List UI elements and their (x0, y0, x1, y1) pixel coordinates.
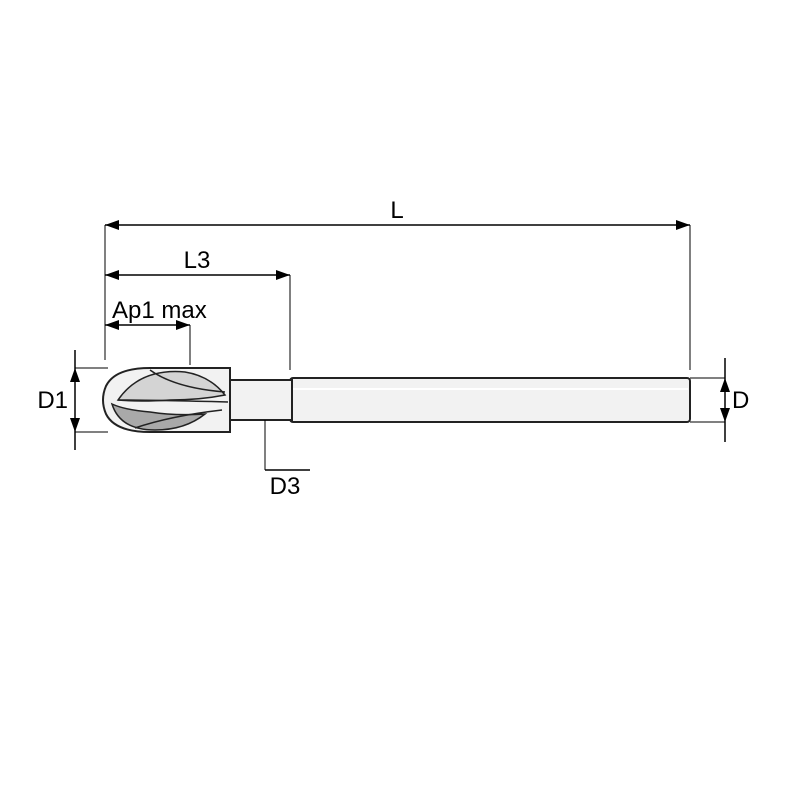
label-L3: L3 (184, 247, 211, 274)
end-mill-tool (103, 368, 690, 432)
label-D3: D3 (270, 473, 301, 500)
label-L: L (390, 197, 403, 224)
label-D: D (732, 387, 749, 414)
dimension-D: D (690, 358, 749, 442)
label-Ap1: Ap1 max (112, 297, 207, 324)
dimension-Ap1: Ap1 max (105, 297, 207, 365)
technical-drawing: L L3 Ap1 max D1 D D3 (0, 0, 800, 800)
dimension-L: L (105, 197, 690, 370)
neck (230, 380, 292, 420)
shank (290, 378, 690, 422)
label-D1: D1 (37, 387, 68, 414)
dimension-D1: D1 (37, 350, 108, 450)
dimension-D3: D3 (265, 420, 310, 500)
